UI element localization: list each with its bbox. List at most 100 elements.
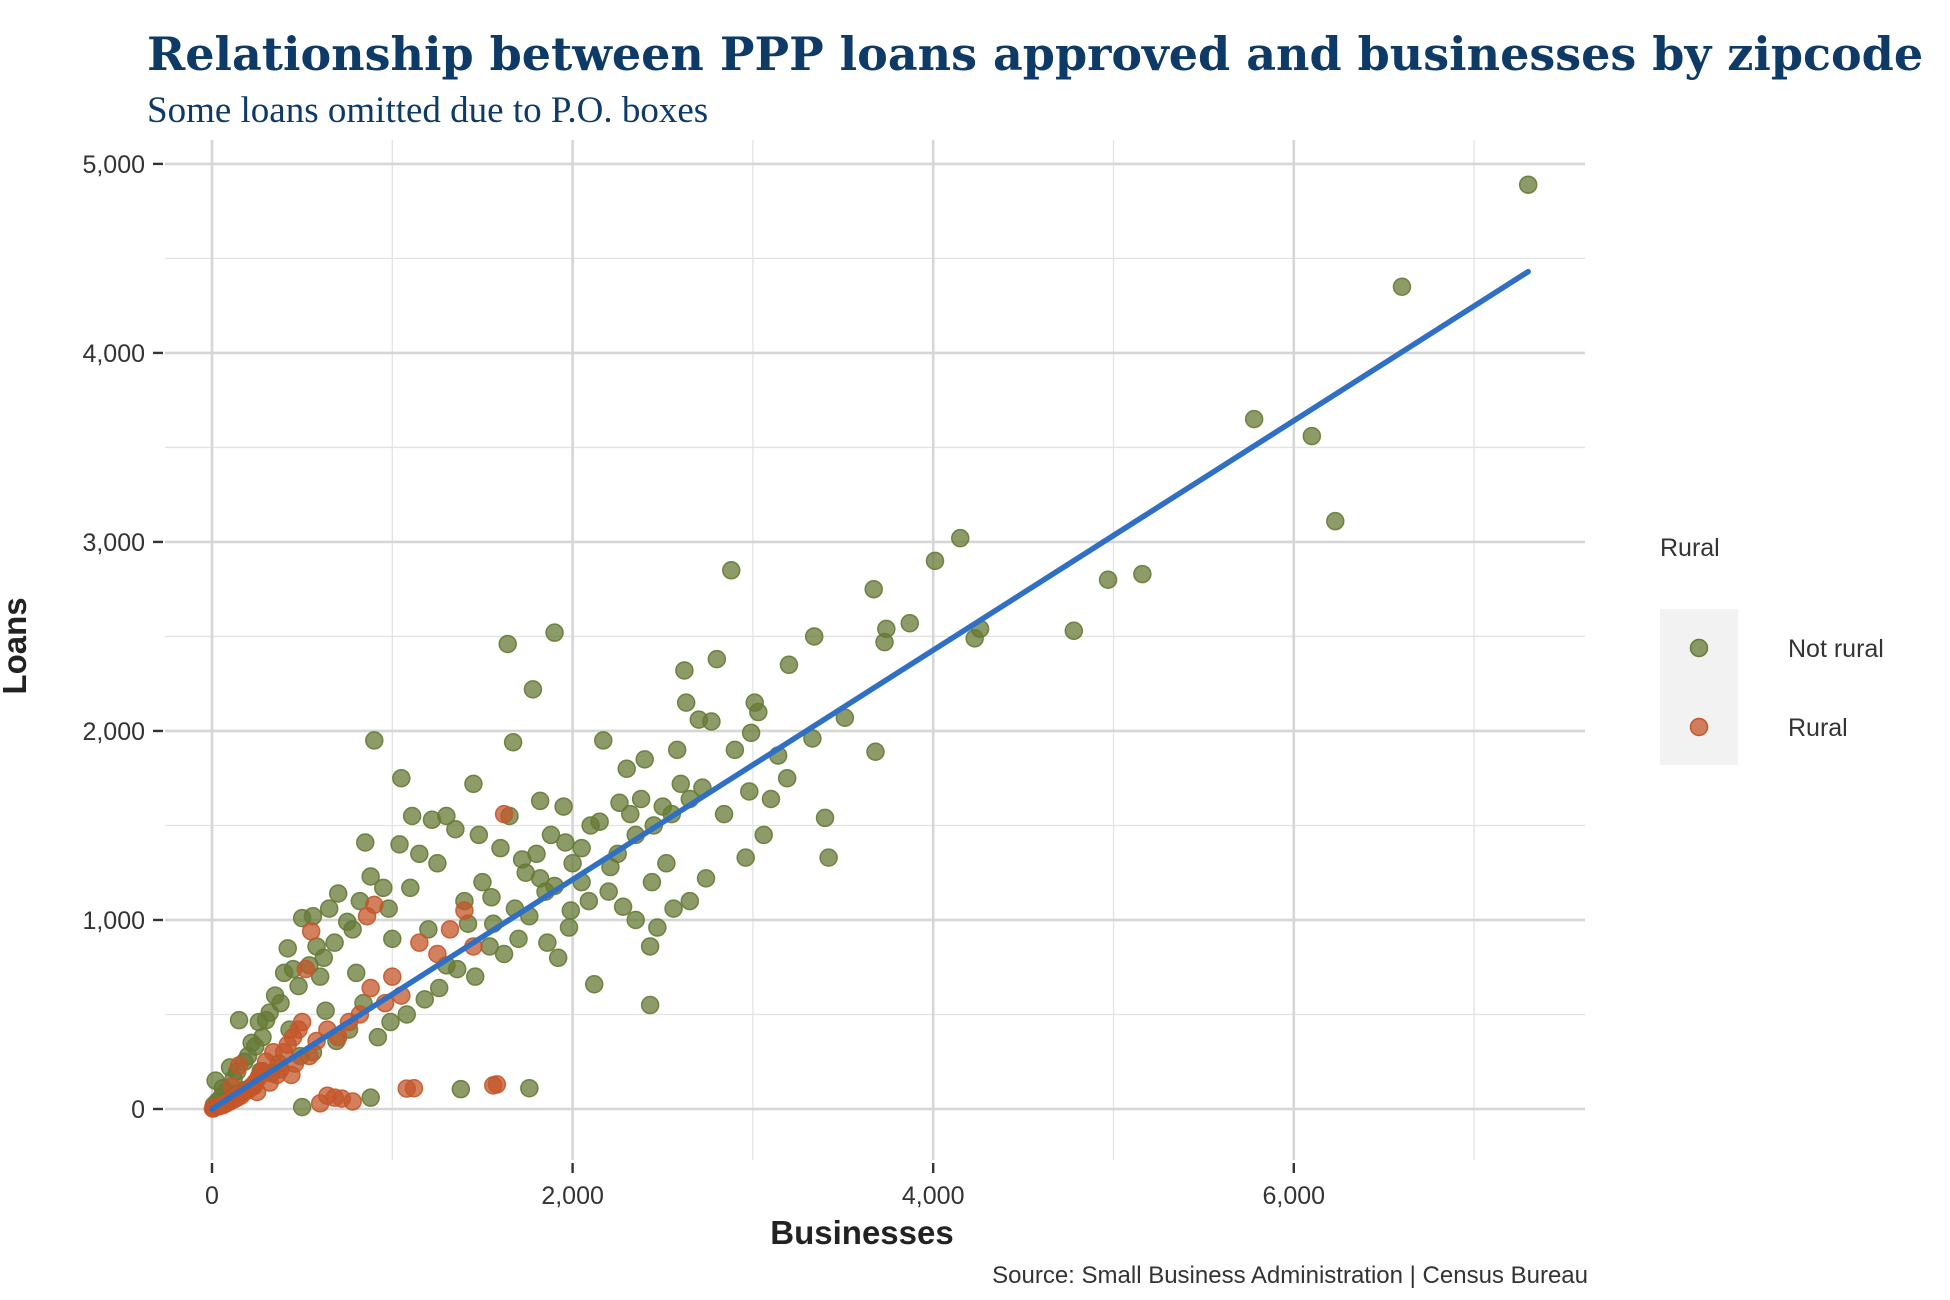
point-not-rural (635, 750, 654, 769)
point-not-rural (761, 789, 781, 809)
x-axis-title: Businesses (770, 1214, 953, 1251)
point-not-rural (676, 693, 696, 712)
point-not-rural (368, 1027, 388, 1047)
point-not-rural (613, 897, 633, 916)
point-not-rural (361, 1088, 380, 1107)
point-not-rural (680, 891, 700, 911)
point-not-rural (617, 759, 636, 779)
point-rural (494, 804, 514, 824)
point-not-rural (229, 1010, 249, 1030)
point-not-rural (1133, 564, 1152, 584)
point-not-rural (722, 561, 741, 580)
point-not-rural (640, 937, 660, 956)
legend-key-background (1660, 609, 1738, 765)
point-rural (383, 967, 402, 986)
point-rural (301, 922, 321, 941)
point-not-rural (950, 528, 970, 548)
point-not-rural (337, 912, 357, 932)
legend-title: Rural (1660, 534, 1720, 562)
y-axis-ticks: 0 1,000 2,000 3,000 4,000 5,000 (82, 151, 163, 1124)
point-not-rural (741, 723, 761, 743)
point-not-rural (900, 613, 920, 633)
y-tick-label: 3,000 (82, 529, 145, 557)
point-not-rural (402, 806, 422, 826)
point-rural (282, 1065, 301, 1085)
point-not-rural (473, 872, 492, 892)
point-not-rural (599, 882, 618, 901)
point-not-rural (626, 910, 645, 930)
point-not-rural (419, 920, 438, 939)
point-not-rural (482, 888, 501, 907)
point-not-rural (815, 808, 835, 828)
point-rural (455, 901, 474, 920)
point-not-rural (392, 768, 411, 788)
point-not-rural (1518, 175, 1538, 194)
point-not-rural (657, 854, 676, 873)
data-points (203, 175, 1538, 1118)
point-not-rural (1392, 277, 1412, 297)
trend-line (209, 268, 1531, 1112)
point-not-rural (1064, 621, 1084, 641)
point-not-rural (451, 1079, 471, 1099)
point-not-rural (465, 967, 485, 986)
y-tick-label: 2,000 (82, 718, 145, 746)
point-not-rural (316, 1001, 335, 1020)
point-not-rural (1244, 409, 1264, 429)
point-not-rural (1098, 570, 1118, 589)
y-tick-label: 0 (131, 1096, 145, 1124)
point-not-rural (671, 774, 691, 794)
point-not-rural (590, 812, 609, 831)
point-not-rural (740, 782, 759, 801)
x-tick-label: 2,000 (541, 1182, 604, 1210)
point-not-rural (707, 649, 727, 669)
point-not-rural (642, 872, 662, 892)
point-not-rural (648, 918, 667, 937)
point-not-rural (346, 963, 366, 983)
point-not-rural (469, 825, 489, 845)
point-not-rural (520, 1078, 539, 1098)
point-not-rural (530, 791, 550, 811)
point-rural (229, 1056, 249, 1075)
point-not-rural (491, 838, 510, 858)
point-rural (361, 978, 380, 998)
point-not-rural (397, 1005, 416, 1024)
point-not-rural (561, 901, 581, 920)
point-not-rural (779, 655, 799, 675)
point-not-rural (925, 551, 945, 571)
point-rural (397, 1079, 416, 1098)
trend-line-group (209, 268, 1531, 1112)
point-not-rural (422, 810, 442, 830)
point-not-rural (289, 976, 308, 996)
point-not-rural (494, 944, 514, 964)
point-not-rural (579, 891, 599, 911)
point-not-rural (667, 740, 687, 760)
point-not-rural (292, 1097, 312, 1117)
point-not-rural (548, 948, 568, 968)
source-caption: Source: Small Business Administration | … (992, 1262, 1588, 1289)
point-not-rural (819, 848, 838, 867)
point-not-rural (864, 579, 883, 599)
x-axis-ticks: 0 2,000 4,000 6,000 (205, 1163, 1325, 1210)
point-not-rural (754, 825, 773, 845)
y-axis-title: Loans (0, 597, 33, 694)
point-not-rural (696, 869, 716, 888)
point-not-rural (319, 899, 339, 918)
point-not-rural (1302, 426, 1322, 446)
x-tick-label: 0 (205, 1182, 219, 1210)
point-not-rural (610, 793, 629, 813)
point-not-rural (310, 967, 330, 986)
point-rural (310, 1094, 330, 1113)
point-not-rural (410, 844, 429, 864)
point-not-rural (365, 731, 384, 750)
point-not-rural (804, 627, 824, 646)
point-not-rural (278, 939, 297, 958)
point-rural (296, 959, 316, 979)
point-not-rural (265, 986, 285, 1005)
y-tick-label: 4,000 (82, 340, 145, 368)
point-not-rural (498, 634, 517, 654)
x-tick-label: 4,000 (902, 1182, 965, 1210)
point-not-rural (1326, 511, 1345, 531)
point-not-rural (374, 878, 393, 898)
point-not-rural (777, 768, 797, 788)
